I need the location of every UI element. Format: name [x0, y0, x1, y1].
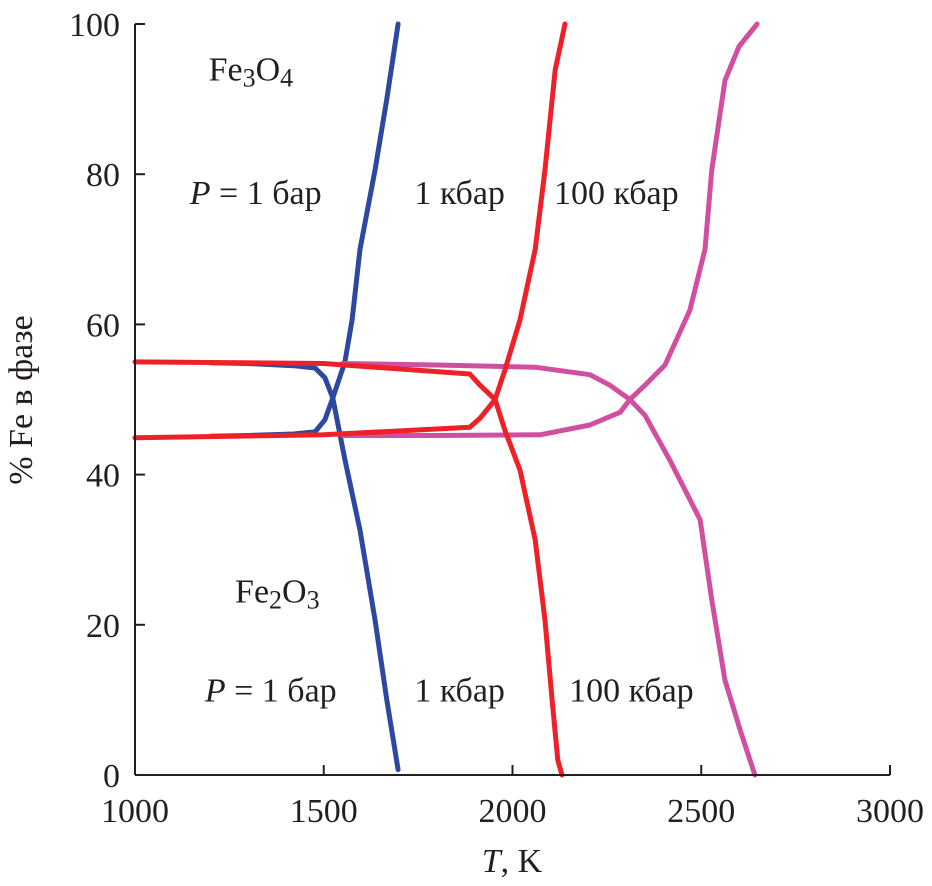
annotation: Fe2O3: [235, 573, 320, 614]
annotation: Fe3O4: [209, 51, 294, 92]
y-tick-label: 40: [86, 458, 120, 495]
curve-p100kbar-branch-3: [627, 397, 758, 778]
y-axis-label: % Fe в фазе: [3, 315, 40, 485]
y-tick-label: 80: [86, 157, 120, 194]
y-tick-label: 100: [69, 7, 120, 44]
x-tick-label: 1000: [101, 793, 169, 830]
annotation: 1 кбар: [414, 672, 505, 709]
x-tick-label: 1500: [290, 793, 358, 830]
curve-p100kbar-branch-0: [340, 361, 633, 402]
curve-p100kbar-branch-1: [340, 397, 633, 438]
curve-p1bar-branch-0: [208, 360, 336, 401]
curve-p1kbar-branch-1: [132, 397, 498, 441]
x-axis-label-symbol: T: [482, 843, 503, 880]
curve-p1bar-branch-2: [330, 21, 401, 401]
curve-p1bar-branch-1: [208, 395, 336, 439]
x-axis-label-rest: , K: [501, 843, 543, 880]
curve-p1kbar-branch-2: [492, 21, 568, 402]
annotation: 100 кбар: [569, 672, 694, 709]
x-tick-label: 2000: [479, 793, 547, 830]
curve-p1kbar-branch-3: [492, 397, 565, 778]
y-tick-label: 0: [103, 758, 120, 795]
annotation: 100 кбар: [554, 175, 679, 212]
annotation: P = 1 бар: [204, 672, 337, 709]
x-tick-label: 2500: [667, 793, 735, 830]
y-tick-label: 60: [86, 307, 120, 344]
annotation: P = 1 бар: [189, 175, 322, 212]
ticks: 1000 1500 2000 2500 3000 0 20 40 60 80 100: [69, 7, 924, 830]
annotations: Fe3O4 P = 1 бар 1 кбар 100 кбар Fe2O3 P = 1 б…: [189, 51, 694, 709]
x-tick-label: 3000: [856, 793, 924, 830]
curve-p100kbar-branch-2: [627, 21, 760, 402]
curve-p1bar-branch-3: [330, 395, 401, 773]
x-axis-label: T, K: [482, 843, 543, 880]
annotation: 1 кбар: [414, 175, 505, 212]
y-tick-label: 20: [86, 608, 120, 645]
curves: [132, 21, 760, 778]
curve-p1kbar-branch-0: [132, 359, 498, 402]
